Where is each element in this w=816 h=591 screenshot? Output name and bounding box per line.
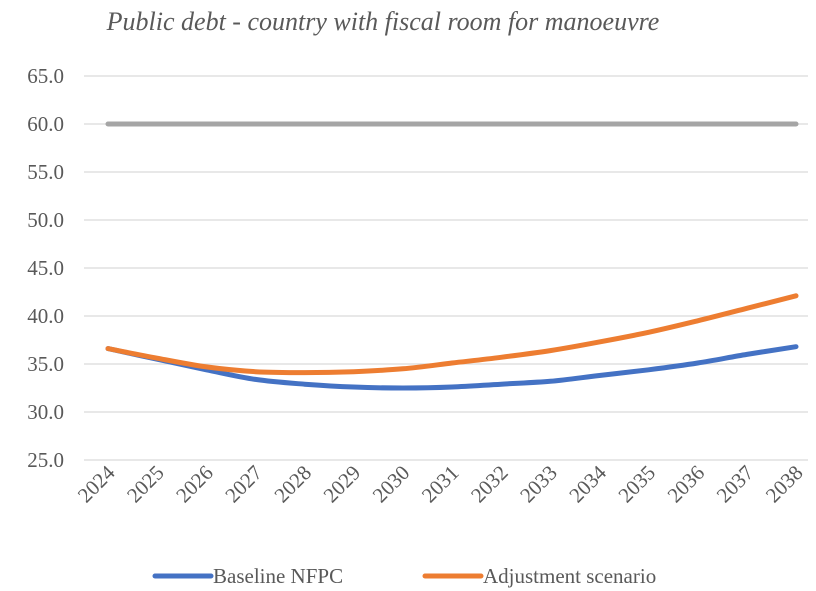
y-tick-label: 35.0 — [27, 352, 64, 376]
x-tick-label: 2034 — [564, 460, 611, 507]
x-tick-label: 2028 — [269, 461, 316, 508]
y-tick-label: 60.0 — [27, 112, 64, 136]
y-axis-ticks: 25.0 30.0 35.0 40.0 45.0 50.0 55.0 60.0 65.0 — [27, 64, 64, 472]
y-tick-label: 45.0 — [27, 256, 64, 280]
x-tick-label: 2037 — [712, 461, 759, 508]
x-tick-label: 2025 — [122, 461, 169, 508]
legend-label: Baseline NFPC — [213, 564, 343, 588]
x-tick-label: 2032 — [466, 461, 513, 508]
baseline-nfpc-line — [105, 344, 799, 391]
y-tick-label: 55.0 — [27, 160, 64, 184]
gridlines — [84, 75, 808, 461]
x-tick-label: 2027 — [220, 461, 267, 508]
series-lines — [105, 121, 799, 391]
x-tick-label: 2024 — [73, 460, 120, 507]
x-tick-label: 2029 — [319, 461, 366, 508]
adjustment-scenario-line — [105, 293, 799, 376]
x-tick-label: 2033 — [515, 461, 562, 508]
x-axis-ticks: 2024 2025 2026 2027 2028 2029 2030 2031 2032 2033… — [73, 460, 808, 507]
y-tick-label: 40.0 — [27, 304, 64, 328]
x-tick-label: 2026 — [171, 461, 218, 508]
y-tick-label: 50.0 — [27, 208, 64, 232]
y-tick-label: 65.0 — [27, 64, 64, 88]
x-tick-label: 2030 — [368, 461, 415, 508]
x-tick-label: 2036 — [663, 461, 710, 508]
x-tick-label: 2035 — [613, 461, 660, 508]
legend: Baseline NFPC Adjustment scenario — [152, 564, 656, 588]
legend-label: Adjustment scenario — [483, 564, 656, 588]
x-tick-label: 2038 — [761, 461, 808, 508]
y-tick-label: 25.0 — [27, 448, 64, 472]
y-tick-label: 30.0 — [27, 400, 64, 424]
chart-title: Public debt - country with fiscal room f… — [106, 7, 660, 36]
x-tick-label: 2031 — [417, 461, 464, 508]
